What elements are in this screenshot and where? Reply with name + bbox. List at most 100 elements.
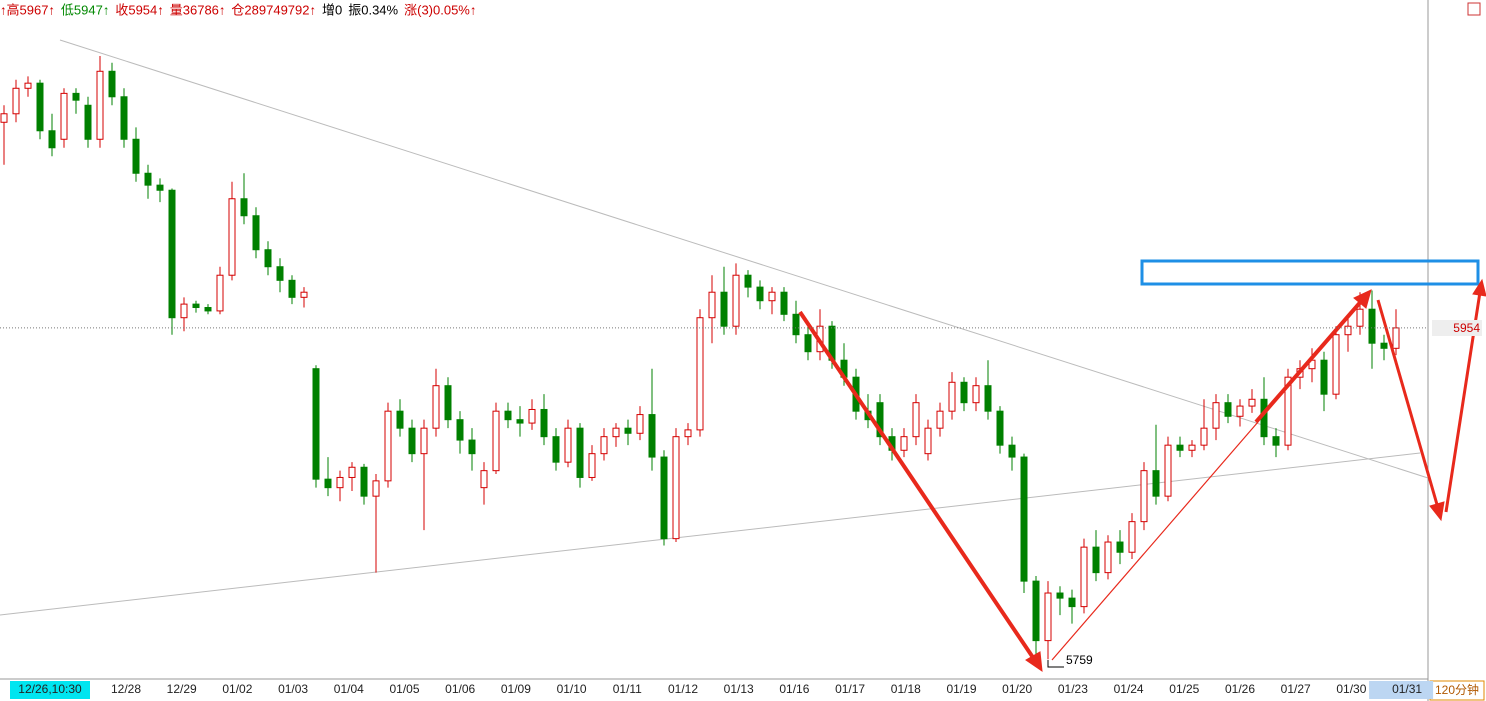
- x-tick-label: 01/06: [445, 682, 475, 696]
- candle-body: [228, 198, 236, 276]
- candle-body: [1032, 580, 1040, 642]
- candle-body: [600, 436, 608, 455]
- x-tick-label: 01/24: [1114, 682, 1144, 696]
- candle-body: [480, 470, 488, 489]
- candle-body: [168, 189, 176, 319]
- candle-body: [948, 381, 956, 412]
- header-item: 涨(3)0.05%↑: [404, 2, 476, 17]
- candle-body: [204, 307, 212, 312]
- candle-body: [528, 408, 536, 424]
- candle-body: [504, 410, 512, 421]
- candle-body: [1284, 376, 1292, 446]
- candle-body: [336, 476, 344, 489]
- candle-body: [1056, 592, 1064, 599]
- x-tick-label: 01/25: [1169, 682, 1199, 696]
- candle-body: [1176, 444, 1184, 451]
- candle-body: [132, 138, 140, 174]
- candle-body: [552, 436, 560, 463]
- x-tick-label: 01/04: [334, 682, 364, 696]
- candle-body: [420, 427, 428, 455]
- candle-body: [660, 456, 668, 540]
- candle-body: [180, 303, 188, 319]
- candle-body: [384, 410, 392, 482]
- candle-body: [972, 385, 980, 404]
- x-tick-label: 01/13: [724, 682, 754, 696]
- candle-body: [108, 70, 116, 98]
- candle-body: [744, 274, 752, 288]
- candle-body: [288, 279, 296, 298]
- candle-body: [684, 429, 692, 438]
- candle-body: [432, 385, 440, 429]
- candle-body: [264, 249, 272, 268]
- candle-body: [648, 414, 656, 458]
- candle-body: [1044, 592, 1052, 642]
- candle-body: [372, 480, 380, 497]
- candle-body: [300, 291, 308, 298]
- candle-body: [1104, 541, 1112, 574]
- candle-body: [1164, 444, 1172, 497]
- candle-body: [936, 410, 944, 429]
- candle-body: [708, 291, 716, 319]
- candle-body: [696, 317, 704, 431]
- period: 120分钟: [1435, 682, 1479, 697]
- candle-body: [792, 313, 800, 336]
- candle-body: [1068, 597, 1076, 608]
- candle-body: [984, 385, 992, 412]
- arrow: [1254, 296, 1366, 424]
- candle-body: [1344, 325, 1352, 336]
- candle-body: [1212, 402, 1220, 429]
- candle-body: [1236, 405, 1244, 417]
- candle-body: [252, 215, 260, 251]
- candle-body: [456, 419, 464, 441]
- icon[interactable]: [1467, 2, 1481, 16]
- x-tick-label: 01/20: [1002, 682, 1032, 696]
- arrow-head: [1025, 651, 1043, 673]
- candle-body: [348, 466, 356, 478]
- x-tick-label: 01/17: [835, 682, 865, 696]
- x-tick-label: 01/03: [278, 682, 308, 696]
- candle-body: [588, 453, 596, 478]
- x-tick-label: 01/23: [1058, 682, 1088, 696]
- candle-body: [912, 402, 920, 438]
- low-label: 5759: [1066, 653, 1093, 667]
- x-tick-label: 01/16: [779, 682, 809, 696]
- x-tick-label: 01/31: [1392, 682, 1422, 696]
- candle-body: [540, 408, 548, 438]
- candle-body: [1008, 444, 1016, 458]
- candle-body: [720, 291, 728, 327]
- candle-body: [36, 82, 44, 132]
- candle-body: [192, 303, 200, 309]
- candle-body: [1272, 436, 1280, 446]
- candle-body: [804, 334, 812, 353]
- candle-body: [72, 92, 80, 101]
- x-tick-label: 01/30: [1336, 682, 1366, 696]
- candle-body: [1332, 334, 1340, 395]
- candle-body: [1200, 427, 1208, 446]
- x-tick-label: 01/26: [1225, 682, 1255, 696]
- candle-body: [1356, 308, 1364, 327]
- x-tick-label: 12/29: [167, 682, 197, 696]
- candle-body: [96, 70, 104, 140]
- candle-body: [1116, 541, 1124, 553]
- header-item: 低5947↑: [61, 2, 109, 17]
- candle-body: [396, 410, 404, 429]
- header-item: 增0: [322, 2, 342, 17]
- candle-body: [1020, 456, 1028, 582]
- x-tick-label: 01/19: [946, 682, 976, 696]
- candle-body: [1128, 521, 1136, 553]
- header-item: ↑高5967↑: [0, 2, 55, 17]
- candle-body: [960, 381, 968, 404]
- candle-body: [312, 368, 320, 480]
- candle-body: [12, 87, 20, 115]
- candle-body: [492, 410, 500, 472]
- candle-body: [1392, 327, 1400, 349]
- x-tick-label: 01/09: [501, 682, 531, 696]
- candle-body: [120, 96, 128, 140]
- candle-body: [768, 291, 776, 302]
- arrow: [1051, 421, 1259, 661]
- candle-body: [0, 113, 8, 123]
- candle-body: [1092, 546, 1100, 574]
- x-tick-label: 01/27: [1281, 682, 1311, 696]
- candle-body: [780, 291, 788, 315]
